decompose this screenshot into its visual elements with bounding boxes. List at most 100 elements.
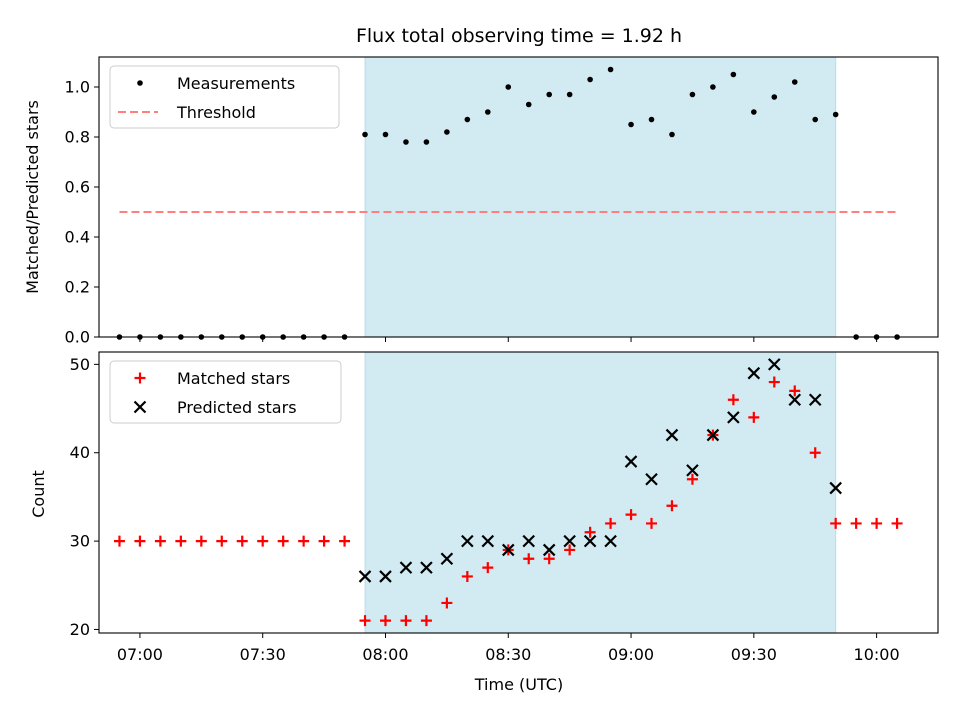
- predicted-stars-point: [727, 411, 740, 424]
- predicted-stars-point: [645, 472, 658, 486]
- matched-stars-point: [850, 517, 862, 529]
- y-tick-label: 40: [70, 443, 90, 462]
- measurement-point: [382, 131, 389, 138]
- matched-stars-point: [686, 473, 698, 485]
- measurement-point: [403, 139, 409, 145]
- axes-frame: [98, 351, 939, 634]
- predicted-stars-point: [829, 481, 842, 495]
- matched-stars-point: [523, 553, 535, 565]
- matched-stars-point: [584, 526, 596, 538]
- predicted-stars-point: [440, 552, 454, 566]
- matched-stars-point: [891, 517, 903, 529]
- matched-stars-point: [154, 535, 166, 547]
- matched-stars-point: [666, 500, 678, 512]
- measurement-point: [464, 116, 471, 123]
- matched-stars-point: [441, 597, 453, 609]
- predicted-stars-point: [808, 393, 822, 406]
- matched-stars-point: [134, 535, 146, 547]
- top-y-axis-title: Matched/Predicted stars: [23, 100, 42, 294]
- predicted-stars-point: [481, 534, 495, 548]
- y-tick-label: 0.2: [65, 278, 90, 297]
- predicted-stars-point: [522, 534, 536, 548]
- predicted-stars-point: [768, 358, 781, 371]
- predicted-stars-point: [379, 570, 392, 583]
- axes-frame: [98, 56, 939, 338]
- measurement-point: [669, 131, 675, 138]
- matched-stars-point: [277, 535, 289, 547]
- predicted-stars-point: [542, 543, 556, 557]
- measurement-point: [648, 116, 655, 123]
- legend-label: Predicted stars: [177, 398, 297, 417]
- predicted-stars-point: [665, 428, 679, 442]
- measurement-point: [546, 91, 552, 98]
- matched-stars-point: [113, 535, 125, 547]
- matched-stars-point: [605, 517, 617, 529]
- predicted-stars-point: [686, 464, 699, 477]
- matched-stars-point: [482, 562, 494, 574]
- legend-label: Matched stars: [177, 369, 290, 388]
- measurement-point: [566, 91, 573, 98]
- measurement-point: [689, 91, 696, 98]
- measurement-point: [771, 94, 778, 100]
- matched-stars-point: [359, 615, 371, 627]
- y-tick-label: 0.6: [65, 178, 90, 197]
- predicted-stars-point: [604, 534, 617, 548]
- matched-stars-point: [768, 376, 780, 388]
- legend-measurement-swatch: [137, 80, 143, 86]
- y-tick-label: 30: [70, 532, 90, 551]
- predicted-stars-point: [399, 561, 413, 574]
- matched-stars-point: [216, 535, 228, 547]
- legend-box: [109, 65, 340, 129]
- matched-stars-point: [461, 570, 473, 582]
- matched-stars-point: [543, 553, 555, 565]
- measurement-point: [628, 121, 634, 128]
- x-tick-label: 07:30: [240, 645, 286, 664]
- observing-window-band: [364, 351, 837, 634]
- legend-box: [109, 360, 342, 424]
- matched-stars-point: [625, 509, 637, 521]
- predicted-stars-point: [706, 428, 720, 442]
- y-tick-label: 0.4: [65, 228, 90, 247]
- x-tick-label: 09:00: [608, 645, 654, 664]
- matched-stars-point: [727, 394, 739, 406]
- y-tick-label: 0.8: [65, 128, 90, 147]
- x-tick-label: 07:00: [117, 645, 163, 664]
- measurement-point: [812, 116, 819, 123]
- predicted-stars-point: [583, 534, 597, 548]
- measurement-point: [791, 79, 798, 85]
- predicted-stars-point: [501, 543, 515, 557]
- matched-stars-point: [175, 535, 187, 547]
- matched-stars-point: [809, 447, 821, 459]
- measurement-point: [587, 76, 593, 83]
- x-tick-label: 08:00: [362, 645, 408, 664]
- y-tick-label: 20: [70, 620, 90, 639]
- legend-label: Measurements: [177, 74, 295, 93]
- y-tick-label: 0.0: [65, 328, 90, 347]
- matched-stars-point: [318, 535, 330, 547]
- x-axis-title: Time (UTC): [474, 675, 563, 694]
- measurement-point: [751, 109, 757, 115]
- measurement-point: [505, 84, 512, 90]
- measurement-point: [607, 66, 614, 73]
- matched-stars-point: [400, 615, 412, 627]
- y-tick-label: 50: [70, 355, 90, 374]
- matched-stars-point: [789, 385, 801, 397]
- predicted-stars-point: [461, 534, 474, 548]
- predicted-stars-point: [624, 455, 638, 468]
- legend-label: Threshold: [176, 103, 256, 122]
- x-tick-label: 10:00: [854, 645, 900, 664]
- measurement-point: [832, 111, 839, 118]
- measurement-point: [730, 71, 737, 78]
- predicted-stars-point: [747, 366, 761, 380]
- measurement-point: [710, 84, 716, 90]
- predicted-stars-point: [563, 534, 576, 548]
- chart-title: Flux total observing time = 1.92 h: [356, 25, 682, 47]
- matched-stars-point: [871, 517, 883, 529]
- legend-matched-swatch: [134, 372, 146, 384]
- measurement-point: [525, 101, 532, 108]
- measurement-point: [423, 139, 430, 145]
- legend-predicted-swatch: [133, 400, 147, 414]
- matched-stars-point: [236, 535, 248, 547]
- top-panel: 0.0 0.2 0.4 0.6 0.8 1.0 Measurements Threshold: [65, 56, 939, 347]
